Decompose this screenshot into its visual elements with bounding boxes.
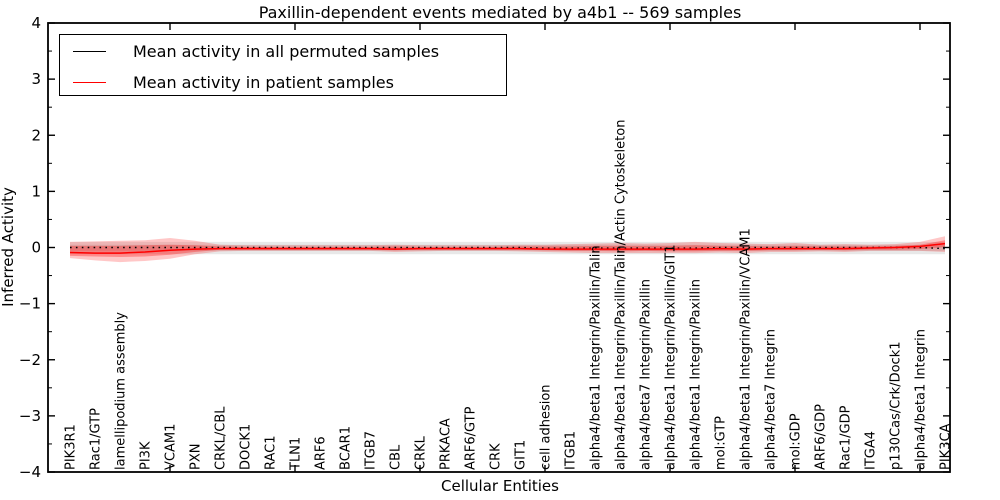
y-tick-label: −3 (19, 407, 41, 425)
x-category-label: alpha4/beta1 Integrin/Paxillin/Talin/Act… (614, 120, 629, 470)
x-category-label: ARF6 (314, 436, 329, 470)
x-category-label: CBL (389, 444, 404, 470)
x-category-label: VCAM1 (164, 424, 179, 470)
x-category-label: ITGB7 (364, 431, 379, 470)
x-category-label: alpha4/beta1 Integrin/Paxillin/GIT1 (664, 244, 679, 470)
x-category-label: CRK (489, 443, 504, 470)
legend-item-permuted: Mean activity in all permuted samples (60, 36, 506, 66)
y-tick-label: −1 (19, 295, 41, 313)
x-category-label: DOCK1 (239, 424, 254, 470)
x-category-label: ITGA4 (864, 431, 879, 470)
x-category-label: GIT1 (514, 440, 529, 470)
x-axis-label: Cellular Entities (441, 477, 559, 495)
x-category-label: ITGB1 (564, 431, 579, 470)
x-category-label: alpha4/beta1 Integrin/Paxillin/Talin (589, 245, 604, 470)
y-axis-label: Inferred Activity (0, 187, 17, 307)
x-category-label: CRKL (414, 435, 429, 470)
x-category-label: lamellipodium assembly (114, 312, 129, 470)
x-category-label: TLN1 (289, 437, 304, 471)
y-tick-label: 4 (31, 14, 41, 32)
y-tick-label: 3 (31, 70, 41, 88)
series-line-patient (69, 242, 946, 254)
x-category-label: Rac1/GTP (89, 408, 104, 470)
x-category-label: cell adhesion (539, 384, 554, 470)
legend-line-sample-red (73, 81, 106, 83)
x-category-label: alpha4/beta1 Integrin/Paxillin (689, 279, 704, 470)
x-category-label: ARF6/GDP (814, 404, 829, 470)
x-category-label: mol:GTP (714, 416, 729, 470)
x-category-label: mol:GDP (789, 413, 804, 470)
x-category-label: alpha4/beta1 Integrin (914, 329, 929, 470)
y-tick-label: −2 (19, 351, 41, 369)
legend: Mean activity in all permuted samples Me… (59, 34, 507, 96)
legend-label: Mean activity in patient samples (133, 72, 394, 92)
y-tick-label: 0 (31, 239, 41, 257)
x-category-label: p130Cas/Crk/Dock1 (889, 341, 904, 470)
x-category-label: PXN (189, 444, 204, 470)
x-category-label: PIK3R1 (64, 424, 79, 470)
x-category-label: BCAR1 (339, 426, 354, 470)
y-tick-label: 2 (31, 126, 41, 144)
legend-label: Mean activity in all permuted samples (133, 41, 440, 61)
x-category-label: ARF6/GTP (464, 406, 479, 470)
x-category-label: PRKACA (439, 418, 454, 470)
x-category-label: alpha4/beta1 Integrin/Paxillin/VCAM1 (739, 228, 754, 470)
y-tick-label: −4 (19, 463, 41, 481)
legend-item-patient: Mean activity in patient samples (60, 67, 506, 97)
x-category-label: alpha4/beta7 Integrin (764, 329, 779, 470)
x-category-label: alpha4/beta7 Integrin/Paxillin (639, 279, 654, 470)
legend-line-sample-black (73, 50, 106, 52)
x-category-label: PIK3CA (939, 423, 954, 470)
x-category-label: RAC1 (264, 435, 279, 470)
y-tick-label: 1 (31, 182, 41, 200)
x-category-label: CRKL/CBL (214, 406, 229, 470)
x-category-label: Rac1/GDP (839, 405, 854, 470)
x-category-label: PI3K (139, 441, 154, 470)
chart-title: Paxillin-dependent events mediated by a4… (258, 3, 742, 22)
series-line-permuted (70, 246, 946, 250)
